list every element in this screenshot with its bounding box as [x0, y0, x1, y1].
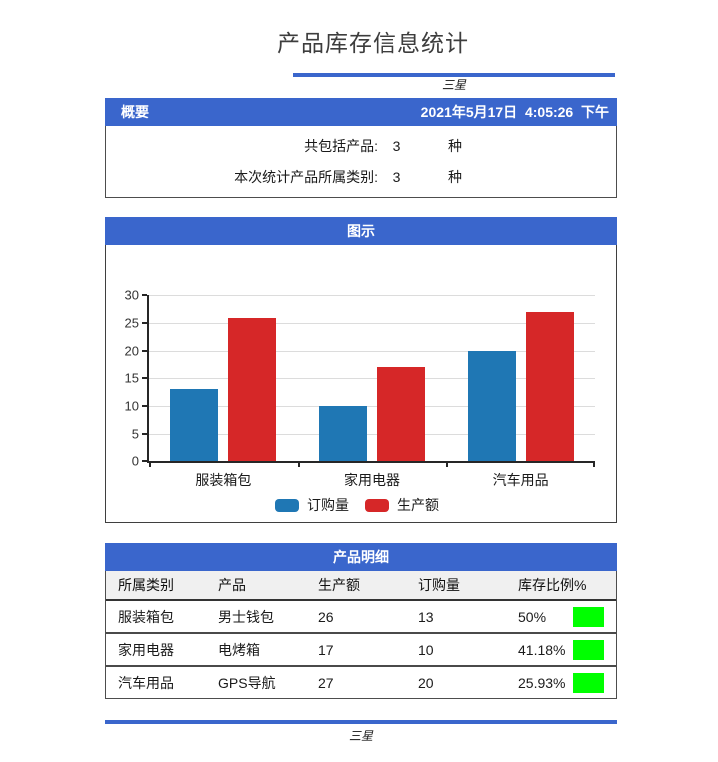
summary-row-unit: 种 [448, 168, 462, 185]
page-title: 产品库存信息统计 [277, 30, 469, 56]
y-gridline [149, 378, 595, 380]
brand-name-top: 三星 [441, 78, 466, 93]
cell-production: 26 [318, 608, 334, 625]
y-gridline [149, 295, 595, 297]
y-axis-label: 5 [131, 426, 139, 442]
summary-row-unit: 种 [448, 137, 462, 154]
ratio-indicator [573, 606, 604, 627]
summary-row-value: 3 [392, 137, 401, 154]
cell-orders: 20 [418, 674, 434, 691]
table-body: 服装箱包 男士钱包 26 13 50% 家用电器 电烤箱 17 10 41.18% 汽车用品 GPS导… [106, 601, 616, 699]
chart-section: 图示 0 5 10 15 20 25 30 服装箱包 家用电器 汽车用品 订购量 生产额 [105, 217, 617, 524]
summary-row: 本次统计产品所属类别: 3 种 [106, 161, 616, 192]
cell-category: 服装箱包 [118, 608, 174, 625]
y-axis-tick [142, 294, 147, 297]
y-axis-tick [142, 349, 147, 352]
y-gridline [149, 323, 595, 325]
y-axis-tick [142, 377, 147, 380]
summary-row-label: 本次统计产品所属类别: [234, 168, 378, 185]
y-axis-label: 20 [124, 343, 139, 359]
cell-category: 家用电器 [118, 641, 174, 658]
table-row: 服装箱包 男士钱包 26 13 50% [106, 601, 616, 635]
cell-ratio: 41.18% [518, 634, 616, 665]
legend-label: 订购量 [307, 497, 349, 514]
bar-group [149, 317, 298, 462]
ratio-indicator [573, 639, 604, 660]
brand-name-bottom: 三星 [348, 729, 373, 744]
bar-group [446, 312, 595, 462]
summary-section-header: 概要 2021年5月17日 4:05:26 下午 [105, 98, 617, 127]
table-header-row: 所属类别 产品 生产额 订购量 库存比例% [106, 571, 616, 602]
footer-rule [105, 720, 617, 725]
y-gridline [149, 406, 595, 408]
y-axis-tick [142, 460, 147, 463]
ratio-text: 41.18% [518, 641, 566, 658]
cell-orders: 13 [418, 608, 434, 625]
y-axis-label: 15 [124, 370, 139, 386]
cell-ratio: 25.93% [518, 667, 616, 698]
cell-ratio: 50% [518, 601, 616, 632]
x-axis-category-label: 家用电器 [343, 472, 400, 489]
cell-product: 男士钱包 [218, 608, 274, 625]
details-section: 产品明细 所属类别 产品 生产额 订购量 库存比例% 服装箱包 男士钱包 26 13 50% 家用… [105, 543, 617, 700]
column-header: 生产额 [318, 577, 360, 594]
report-page: 产品库存信息统计 三星 概要 2021年5月17日 4:05:26 下午 共包括… [105, 24, 617, 744]
bar-订购量 [318, 406, 367, 462]
table-row: 汽车用品 GPS导航 27 20 25.93% [106, 667, 616, 699]
summary-box: 共包括产品: 3 种本次统计产品所属类别: 3 种 [105, 126, 617, 199]
ratio-indicator [573, 672, 604, 693]
bar-生产额 [376, 367, 425, 462]
y-axis-tick [142, 432, 147, 435]
cell-orders: 10 [418, 641, 434, 658]
ratio-text: 50% [518, 608, 547, 625]
y-gridline [149, 350, 595, 352]
summary-row-label: 共包括产品: [304, 137, 378, 154]
table-row: 家用电器 电烤箱 17 10 41.18% [106, 634, 616, 668]
y-axis-label: 0 [131, 453, 139, 469]
bar-订购量 [170, 389, 219, 462]
bar-group [298, 367, 447, 462]
chart-section-header: 图示 [105, 217, 617, 246]
x-axis-category-label: 服装箱包 [195, 472, 252, 489]
y-axis-label: 30 [124, 287, 139, 303]
legend-label: 生产额 [397, 497, 439, 514]
x-axis-tick [593, 461, 595, 468]
bar-生产额 [228, 317, 277, 462]
details-section-header: 产品明细 [105, 543, 617, 572]
x-axis-tick [446, 461, 449, 468]
summary-header-label: 概要 [121, 104, 149, 121]
summary-row: 共包括产品: 3 种 [106, 130, 616, 161]
x-axis-tick [297, 461, 300, 468]
ratio-text: 25.93% [518, 674, 566, 691]
chart-plot-area: 0 5 10 15 20 25 30 服装箱包 家用电器 汽车用品 [125, 288, 595, 488]
x-axis-category-label: 汽车用品 [492, 472, 549, 489]
cell-category: 汽车用品 [118, 674, 174, 691]
bar-chart: 0 5 10 15 20 25 30 服装箱包 家用电器 汽车用品 订购量 生产额 [105, 245, 617, 524]
cell-production: 27 [318, 674, 334, 691]
title-underline [293, 73, 615, 78]
y-gridline [149, 433, 595, 435]
bar-生产额 [525, 312, 574, 462]
report-datetime: 2021年5月17日 4:05:26 下午 [420, 104, 609, 121]
legend-swatch-订购量 [275, 498, 299, 512]
chart-legend: 订购量 生产额 [106, 495, 616, 515]
y-axis-label: 25 [124, 315, 139, 331]
y-axis-tick [142, 322, 147, 325]
cell-product: 电烤箱 [218, 641, 260, 658]
summary-row-value: 3 [392, 168, 401, 185]
y-axis-tick [142, 405, 147, 408]
column-header: 库存比例% [518, 577, 587, 594]
column-header: 所属类别 [118, 577, 174, 594]
x-axis-tick [149, 461, 151, 468]
column-header: 订购量 [418, 577, 460, 594]
details-table: 所属类别 产品 生产额 订购量 库存比例% 服装箱包 男士钱包 26 13 50% 家用电器 电烤箱… [105, 571, 617, 700]
y-axis-label: 10 [124, 398, 139, 414]
cell-product: GPS导航 [218, 674, 276, 691]
column-header: 产品 [218, 577, 246, 594]
details-header-label: 产品明细 [333, 549, 389, 566]
chart-header-label: 图示 [347, 223, 375, 240]
cell-production: 17 [318, 641, 334, 658]
legend-swatch-生产额 [365, 498, 389, 512]
bar-订购量 [467, 350, 516, 462]
